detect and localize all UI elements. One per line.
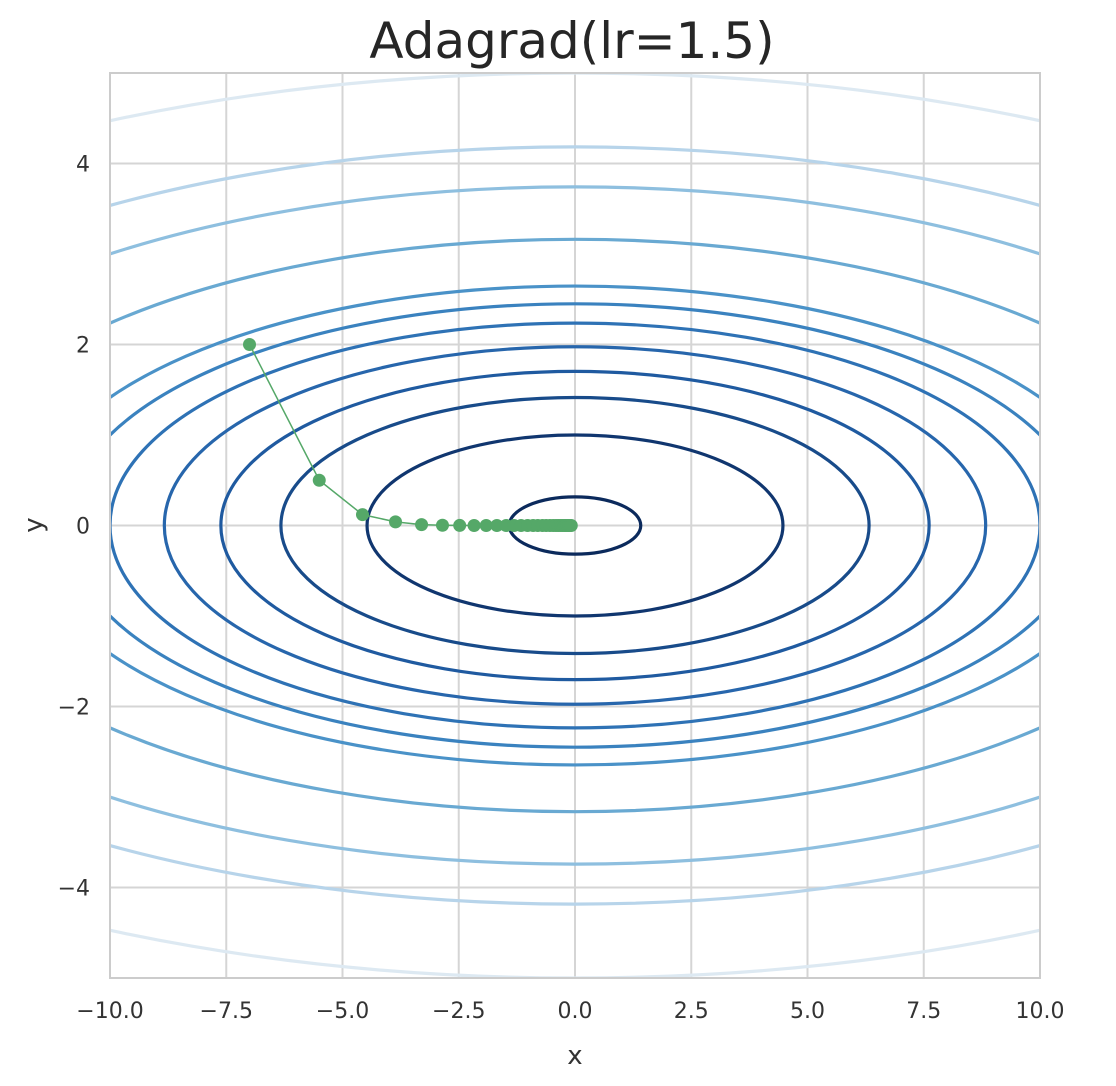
path-point [467,518,481,532]
contour-line [110,284,1040,767]
tick-labels: −10.0 −7.5 −5.0 −2.5 0.0 2.5 5.0 7.5 10.0 −4 −2 0 2 4 [58,153,1065,1025]
x-axis-label: x [567,1041,582,1071]
y-axis-label: y [19,517,49,532]
contour-line [110,321,1040,730]
contour-line [110,145,1040,906]
contour-lines [110,73,1040,978]
contour-line [365,433,785,618]
x-tick-label: 2.5 [674,999,709,1024]
optimization-path [243,338,578,532]
x-tick-label: −10.0 [76,999,143,1024]
contour-line [110,302,1040,749]
x-tick-label: 5.0 [790,999,825,1024]
path-point [453,518,467,532]
y-tick-label: 0 [76,515,90,540]
path-point [479,519,493,532]
path-point [355,508,369,522]
contour-line [162,345,988,706]
path-point [490,519,504,532]
x-tick-label: −2.5 [432,999,485,1024]
x-tick-label: 7.5 [906,999,941,1024]
contour-line [110,185,1040,866]
y-tick-label: −2 [58,696,90,721]
x-tick-label: 10.0 [1016,999,1065,1024]
x-tick-label: −7.5 [200,999,253,1024]
path-point [389,515,403,529]
x-tick-label: −5.0 [316,999,369,1024]
path-point [312,473,326,487]
y-tick-label: 2 [76,334,90,359]
contour-line [219,369,931,682]
path-point [243,338,256,351]
y-tick-label: 4 [76,153,90,178]
plot-frame [109,72,1041,979]
contour-line [110,237,1040,814]
chart-title: Adagrad(lr=1.5) [369,12,774,70]
path-point [415,518,429,532]
contour-line [279,395,871,656]
path-point [564,519,578,532]
x-tick-label: 0.0 [558,999,593,1024]
path-point [435,518,449,532]
y-tick-label: −4 [58,877,90,902]
